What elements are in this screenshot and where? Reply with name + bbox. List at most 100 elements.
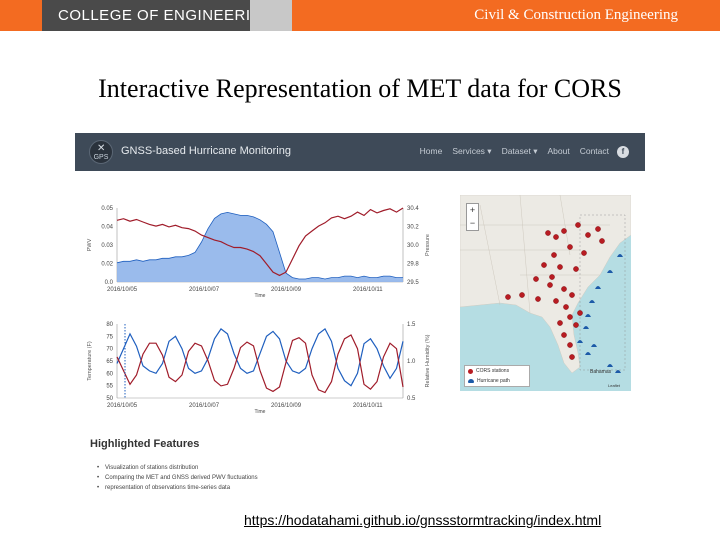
station-marker [567, 342, 573, 348]
gps-logo-icon[interactable]: GPS [89, 132, 113, 165]
x-tick: 2016/10/07 [189, 403, 220, 409]
zoom-control[interactable]: + − [466, 203, 479, 231]
series-left-line [116, 211, 403, 280]
y-tick-left: 70 [106, 347, 113, 353]
station-marker-icon [468, 368, 473, 374]
app-brand[interactable]: GNSS-based Hurricane Monitoring [121, 145, 291, 157]
x-tick: 2016/10/05 [107, 287, 138, 293]
department-name: Civil & Construction Engineering [474, 7, 678, 23]
map-land [460, 195, 631, 374]
pwv-pressure-chart[interactable]: 0.05 0.04 0.03 0.02 0.0 30.4 30.2 30.0 29.8 29.5 2… [85, 200, 435, 300]
station-marker [541, 262, 547, 268]
college-name: COLLEGE OF ENGINEERING [58, 7, 275, 24]
feature-item: representation of observations time-seri… [97, 483, 258, 493]
station-marker [557, 320, 563, 326]
station-marker [573, 322, 579, 328]
station-marker [557, 264, 563, 270]
map-attribution[interactable]: Leaflet [608, 383, 621, 388]
station-marker [545, 230, 551, 236]
station-marker [561, 228, 567, 234]
y-axis-label-left: Temperature (F) [87, 341, 93, 381]
station-marker [567, 314, 573, 320]
station-marker [533, 276, 539, 282]
feature-item: Comparing the MET and GNSS derived PWV f… [97, 473, 258, 483]
y-tick-left: 55 [106, 384, 113, 390]
station-marker [505, 294, 511, 300]
legend-stations: CORS stations [465, 366, 529, 376]
station-marker [575, 222, 581, 228]
station-marker [563, 304, 569, 310]
hurricane-marker [585, 352, 591, 355]
hurricane-marker [583, 326, 589, 329]
y-tick-left: 60 [106, 371, 113, 377]
x-tick: 2016/10/09 [271, 287, 302, 293]
x-axis-label: Time [255, 409, 266, 415]
pwv-area [117, 212, 403, 282]
station-marker [547, 282, 553, 288]
banner-divider [250, 0, 292, 31]
x-tick: 2016/10/11 [353, 287, 383, 293]
temperature-humidity-chart[interactable]: 80 75 70 65 60 55 50 1.5 1.0 0.5 2016/10/05 2016/10… [85, 316, 435, 416]
station-marker [569, 354, 575, 360]
project-link[interactable]: https://hodatahami.github.io/gnssstormtr… [244, 512, 602, 528]
hurricane-marker [595, 286, 601, 289]
nav-home[interactable]: Home [419, 146, 443, 156]
station-marker [569, 292, 575, 298]
facebook-icon[interactable]: f [617, 146, 629, 158]
y-tick-left: 75 [106, 334, 113, 340]
y-tick-right: 29.5 [407, 280, 419, 286]
y-tick-right: 30.4 [407, 206, 419, 212]
hurricane-marker [617, 254, 623, 257]
y-tick-left: 80 [106, 322, 113, 328]
stations-map[interactable]: + − Bahamas Leaflet CORS stations Hurric… [460, 195, 631, 391]
x-tick: 2016/10/05 [107, 403, 138, 409]
hurricane-marker-icon [468, 379, 474, 383]
series-right-line [116, 334, 404, 394]
nav-dataset[interactable]: Dataset ▾ [501, 146, 538, 156]
y-tick-left: 50 [106, 396, 113, 402]
station-marker [595, 226, 601, 232]
y-tick-left: 0.05 [101, 206, 113, 212]
x-tick: 2016/10/11 [353, 403, 383, 409]
y-tick-left: 0.02 [101, 262, 113, 268]
y-tick-left: 0.03 [101, 243, 113, 249]
y-axis-label-right: Relative Humidity (%) [425, 334, 431, 387]
slide-title: Interactive Representation of MET data f… [98, 74, 622, 103]
college-logo-block [42, 0, 250, 31]
state-borders [460, 195, 610, 314]
nav-about[interactable]: About [547, 146, 570, 156]
hurricane-marker [615, 370, 621, 373]
zoom-in-button[interactable]: + [469, 205, 476, 215]
station-marker [581, 250, 587, 256]
hurricane-marker [607, 270, 613, 273]
hurricane-marker [589, 300, 595, 303]
nav-menu: Home Services ▾ Dataset ▾ About Contact [420, 146, 609, 157]
y-tick-left: 0.0 [105, 280, 114, 286]
y-tick-right: 1.0 [407, 359, 416, 365]
station-marker [567, 244, 573, 250]
x-axis-label: Time [255, 293, 266, 299]
station-marker [553, 234, 559, 240]
feature-list: Visualization of stations distribution C… [97, 463, 258, 493]
app-navbar: GPS GNSS-based Hurricane Monitoring Home… [75, 132, 645, 171]
nav-services[interactable]: Services ▾ [452, 146, 492, 156]
station-marker [549, 274, 555, 280]
station-marker [551, 252, 557, 258]
nav-contact[interactable]: Contact [579, 146, 609, 156]
map-legend: CORS stations Hurricane path [464, 365, 530, 387]
header-banner: COLLEGE OF ENGINEERING Civil & Construct… [0, 0, 720, 31]
y-tick-right: 0.5 [407, 396, 416, 402]
y-axis-label-right: Pressure [425, 234, 431, 256]
series-left-line [116, 327, 404, 387]
y-tick-right: 1.5 [407, 322, 416, 328]
station-marker [573, 266, 579, 272]
zoom-out-button[interactable]: − [469, 218, 476, 228]
x-tick: 2016/10/07 [189, 287, 220, 293]
station-marker [585, 232, 591, 238]
feature-item: Visualization of stations distribution [97, 463, 258, 473]
map-markers [505, 222, 623, 373]
station-marker [599, 238, 605, 244]
x-tick: 2016/10/09 [271, 403, 302, 409]
series-right-line [116, 207, 404, 277]
station-marker [535, 296, 541, 302]
